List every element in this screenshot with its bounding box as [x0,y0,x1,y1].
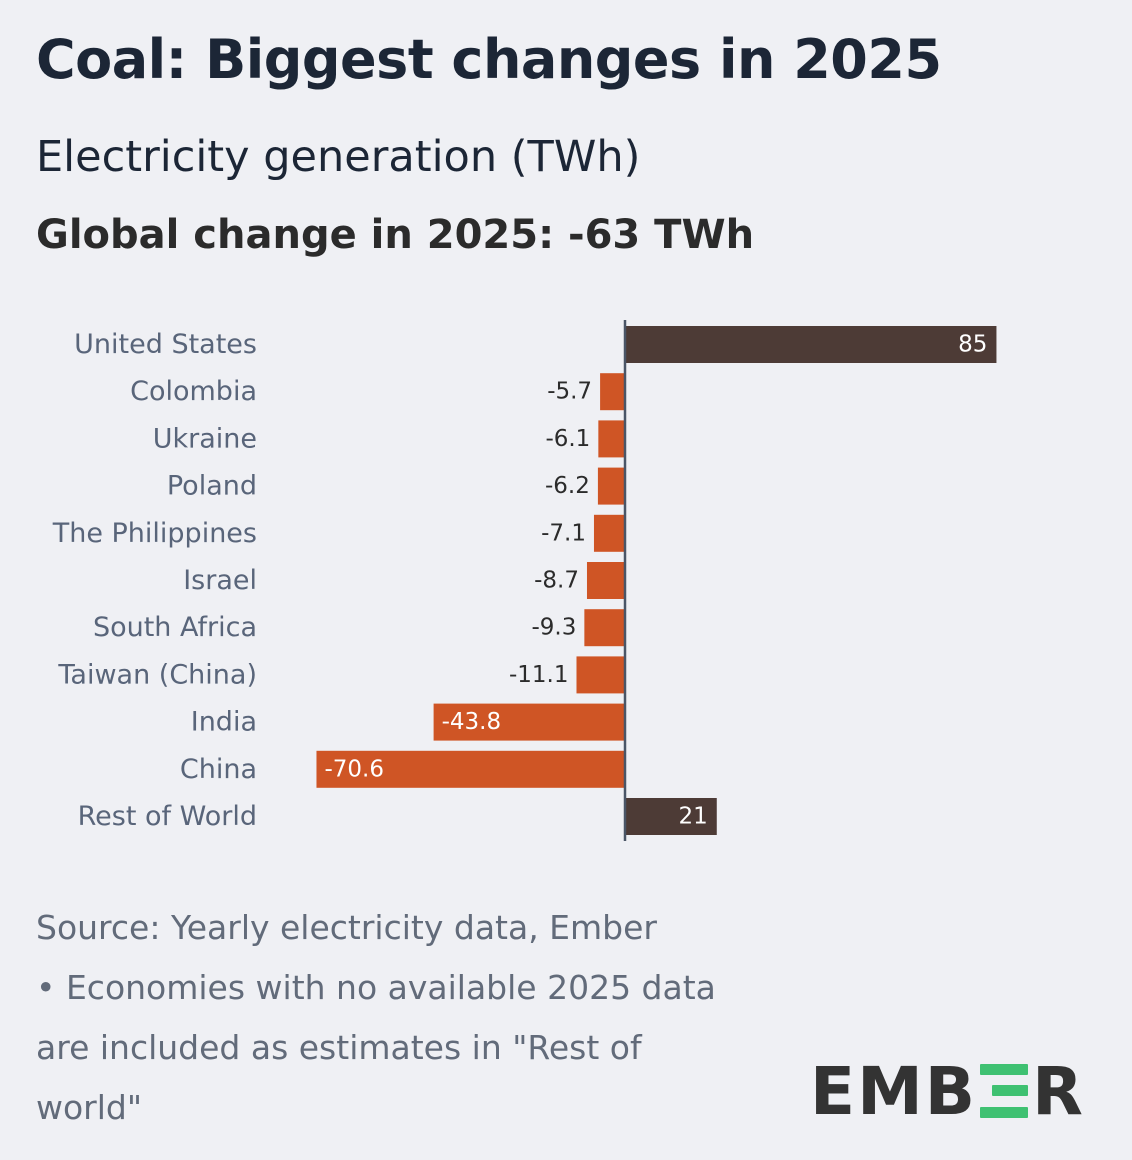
category-label-ukraine: Ukraine [153,423,257,454]
value-label-taiwan-china: -11.1 [509,662,569,688]
category-label-china: China [180,754,257,785]
global-change-summary: Global change in 2025: -63 TWh [36,212,755,258]
category-label-israel: Israel [183,565,257,596]
category-label-south-africa: South Africa [93,612,257,643]
category-label-colombia: Colombia [130,376,257,407]
labels-layer: United States 85 Colombia -5.7 Ukraine -6.1 Po… [52,329,988,832]
footnote: Source: Yearly electricity data, Ember •… [36,898,736,1138]
value-label-colombia: -5.7 [547,379,592,405]
ember-logo: EMB R [810,1053,1085,1130]
logo-text-suffix: R [1032,1052,1085,1130]
chart-subtitle: Electricity generation (TWh) [36,132,641,182]
value-label-ukraine: -6.1 [545,426,590,452]
value-label-israel: -8.7 [534,568,579,594]
logo-e-mark-icon [980,1064,1029,1118]
value-label-china: -70.6 [324,756,384,782]
category-label-rest-of-world: Rest of World [78,801,257,832]
value-label-united-states: 85 [958,332,987,358]
category-label-the-philippines: The Philippines [52,518,257,549]
bar-the-philippines [593,514,625,552]
bar-india [433,703,625,741]
bar-colombia [600,373,625,411]
chart-title: Coal: Biggest changes in 2025 [36,28,942,91]
value-label-south-africa: -9.3 [531,615,576,641]
logo-text-prefix: EMB [810,1052,978,1130]
value-label-the-philippines: -7.1 [541,520,586,546]
bar-south-africa [584,609,625,647]
bar-taiwan-china [576,656,625,694]
category-label-poland: Poland [167,471,257,502]
bar-rest-of-world [625,798,717,835]
source-note: Source: Yearly electricity data, Ember [36,908,657,947]
estimate-note: • Economies with no available 2025 data … [36,968,716,1127]
bar-israel [586,562,625,599]
bar-china [316,750,625,788]
category-label-taiwan-china: Taiwan (China) [57,659,257,690]
bar-united-states [625,326,997,363]
bar-poland [597,467,625,505]
bar-ukraine [598,420,625,458]
bar-chart: United States 85 Colombia -5.7 Ukraine -6.1 Po… [52,320,997,841]
value-label-rest-of-world: 21 [678,804,707,830]
category-label-united-states: United States [74,329,257,360]
value-label-poland: -6.2 [545,473,590,499]
value-label-india: -43.8 [442,709,502,735]
category-label-india: India [191,707,257,738]
bars-layer [316,326,997,835]
